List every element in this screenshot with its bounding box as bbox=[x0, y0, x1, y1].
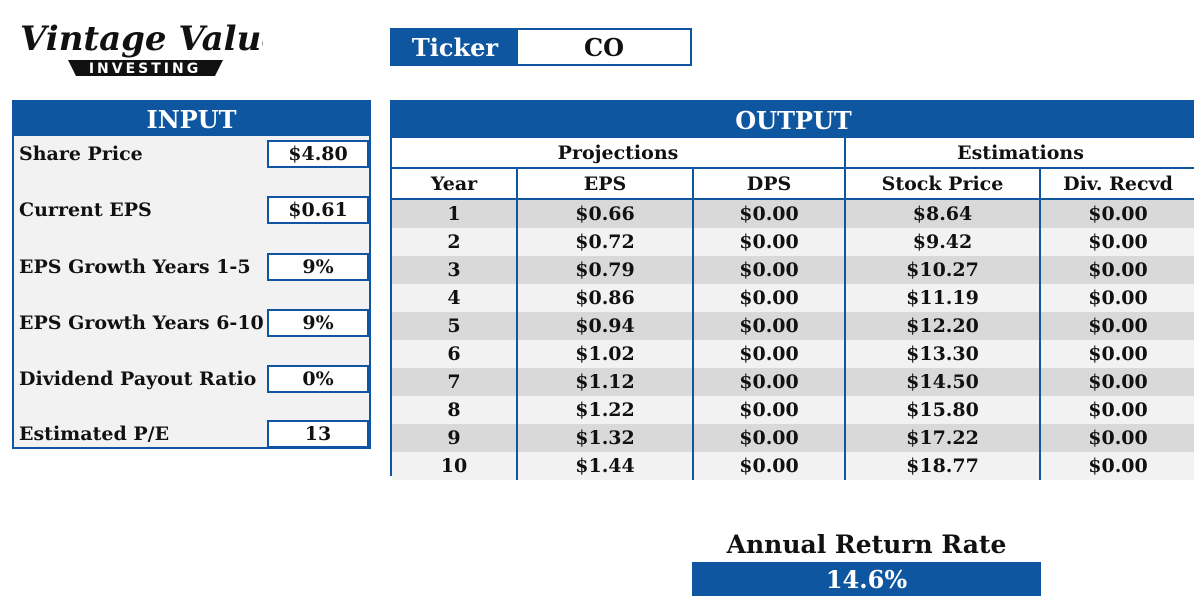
cell-eps: $1.44 bbox=[517, 452, 694, 480]
column-header-stock-price: Stock Price bbox=[845, 168, 1041, 200]
annual-return-value: 14.6% bbox=[692, 562, 1041, 596]
ticker-label: Ticker bbox=[392, 30, 518, 64]
column-header-dps: DPS bbox=[693, 168, 846, 200]
ticker-input[interactable]: CO bbox=[518, 30, 690, 64]
input-row-share-price: Share Price $4.80 bbox=[14, 140, 369, 168]
cell-dps: $0.00 bbox=[693, 396, 846, 424]
table-row: 6 $1.02 $0.00 $13.30 $0.00 bbox=[392, 340, 1194, 368]
cell-dps: $0.00 bbox=[693, 312, 846, 340]
cell-div-recvd: $0.00 bbox=[1040, 340, 1194, 368]
cell-dps: $0.00 bbox=[693, 228, 846, 256]
cell-year: 2 bbox=[392, 228, 518, 256]
cell-dps: $0.00 bbox=[693, 424, 846, 452]
logo-text-main: Vintage Value bbox=[20, 19, 263, 59]
cell-stock-price: $15.80 bbox=[845, 396, 1041, 424]
eps-growth-1-5-input[interactable]: 9% bbox=[267, 253, 369, 281]
cell-year: 3 bbox=[392, 256, 518, 284]
table-row: 3 $0.79 $0.00 $10.27 $0.00 bbox=[392, 256, 1194, 284]
cell-stock-price: $10.27 bbox=[845, 256, 1041, 284]
cell-eps: $0.72 bbox=[517, 228, 694, 256]
cell-dps: $0.00 bbox=[693, 368, 846, 396]
cell-div-recvd: $0.00 bbox=[1040, 452, 1194, 480]
cell-eps: $0.94 bbox=[517, 312, 694, 340]
output-panel: OUTPUT Projections Estimations Year EPS … bbox=[390, 100, 1194, 480]
column-header-eps: EPS bbox=[517, 168, 694, 200]
cell-eps: $0.86 bbox=[517, 284, 694, 312]
cell-eps: $1.02 bbox=[517, 340, 694, 368]
cell-dps: $0.00 bbox=[693, 256, 846, 284]
group-header-projections: Projections bbox=[392, 138, 846, 169]
annual-return-label: Annual Return Rate bbox=[726, 530, 1007, 559]
output-title: OUTPUT bbox=[392, 102, 1194, 138]
input-row-eps-growth-6-10: EPS Growth Years 6-10 9% bbox=[14, 309, 369, 337]
cell-div-recvd: $0.00 bbox=[1040, 368, 1194, 396]
cell-div-recvd: $0.00 bbox=[1040, 424, 1194, 452]
table-row: 9 $1.32 $0.00 $17.22 $0.00 bbox=[392, 424, 1194, 452]
input-row-eps-growth-1-5: EPS Growth Years 1-5 9% bbox=[14, 253, 369, 281]
cell-dps: $0.00 bbox=[693, 340, 846, 368]
input-label: EPS Growth Years 1-5 bbox=[19, 256, 251, 278]
cell-stock-price: $13.30 bbox=[845, 340, 1041, 368]
cell-stock-price: $8.64 bbox=[845, 199, 1041, 228]
group-header-estimations: Estimations bbox=[845, 138, 1194, 169]
input-panel: INPUT Share Price $4.80 Current EPS $0.6… bbox=[12, 100, 371, 449]
input-title: INPUT bbox=[14, 102, 369, 136]
input-row-dividend-payout: Dividend Payout Ratio 0% bbox=[14, 365, 369, 393]
ticker-field: Ticker CO bbox=[390, 28, 692, 66]
table-row: 2 $0.72 $0.00 $9.42 $0.00 bbox=[392, 228, 1194, 256]
output-table-body: 1 $0.66 $0.00 $8.64 $0.00 2 $0.72 $0.00 $9.42 $0.… bbox=[392, 199, 1194, 480]
cell-eps: $0.79 bbox=[517, 256, 694, 284]
cell-year: 5 bbox=[392, 312, 518, 340]
cell-stock-price: $14.50 bbox=[845, 368, 1041, 396]
input-label: Current EPS bbox=[19, 199, 152, 221]
column-header-year: Year bbox=[392, 168, 518, 200]
column-header-div-recvd: Div. Recvd bbox=[1040, 168, 1194, 200]
input-row-estimated-pe: Estimated P/E 13 bbox=[14, 420, 369, 448]
cell-dps: $0.00 bbox=[693, 284, 846, 312]
cell-stock-price: $12.20 bbox=[845, 312, 1041, 340]
cell-year: 8 bbox=[392, 396, 518, 424]
cell-year: 6 bbox=[392, 340, 518, 368]
cell-div-recvd: $0.00 bbox=[1040, 228, 1194, 256]
cell-div-recvd: $0.00 bbox=[1040, 199, 1194, 228]
vintage-value-logo: Vintage Value INVESTING bbox=[18, 14, 283, 84]
table-row: 1 $0.66 $0.00 $8.64 $0.00 bbox=[392, 199, 1194, 228]
cell-eps: $0.66 bbox=[517, 199, 694, 228]
cell-div-recvd: $0.00 bbox=[1040, 256, 1194, 284]
table-row: 8 $1.22 $0.00 $15.80 $0.00 bbox=[392, 396, 1194, 424]
cell-stock-price: $18.77 bbox=[845, 452, 1041, 480]
table-row: 5 $0.94 $0.00 $12.20 $0.00 bbox=[392, 312, 1194, 340]
table-row: 10 $1.44 $0.00 $18.77 $0.00 bbox=[392, 452, 1194, 480]
logo-text-sub: INVESTING bbox=[89, 61, 201, 77]
estimated-pe-input[interactable]: 13 bbox=[267, 420, 369, 448]
cell-year: 4 bbox=[392, 284, 518, 312]
table-row: 7 $1.12 $0.00 $14.50 $0.00 bbox=[392, 368, 1194, 396]
eps-growth-6-10-input[interactable]: 9% bbox=[267, 309, 369, 337]
input-label: EPS Growth Years 6-10 bbox=[19, 312, 264, 334]
cell-dps: $0.00 bbox=[693, 452, 846, 480]
cell-year: 7 bbox=[392, 368, 518, 396]
cell-year: 10 bbox=[392, 452, 518, 480]
input-label: Dividend Payout Ratio bbox=[19, 368, 257, 390]
cell-year: 1 bbox=[392, 199, 518, 228]
cell-dps: $0.00 bbox=[693, 199, 846, 228]
cell-div-recvd: $0.00 bbox=[1040, 396, 1194, 424]
cell-eps: $1.12 bbox=[517, 368, 694, 396]
input-label: Share Price bbox=[19, 143, 143, 165]
cell-stock-price: $9.42 bbox=[845, 228, 1041, 256]
cell-stock-price: $17.22 bbox=[845, 424, 1041, 452]
cell-stock-price: $11.19 bbox=[845, 284, 1041, 312]
dividend-payout-input[interactable]: 0% bbox=[267, 365, 369, 393]
cell-div-recvd: $0.00 bbox=[1040, 284, 1194, 312]
input-row-current-eps: Current EPS $0.61 bbox=[14, 196, 369, 224]
table-row: 4 $0.86 $0.00 $11.19 $0.00 bbox=[392, 284, 1194, 312]
current-eps-input[interactable]: $0.61 bbox=[267, 196, 369, 224]
cell-eps: $1.32 bbox=[517, 424, 694, 452]
cell-div-recvd: $0.00 bbox=[1040, 312, 1194, 340]
cell-eps: $1.22 bbox=[517, 396, 694, 424]
input-label: Estimated P/E bbox=[19, 423, 170, 445]
output-table: Projections Estimations Year EPS DPS Sto… bbox=[392, 138, 1194, 480]
cell-year: 9 bbox=[392, 424, 518, 452]
share-price-input[interactable]: $4.80 bbox=[267, 140, 369, 168]
